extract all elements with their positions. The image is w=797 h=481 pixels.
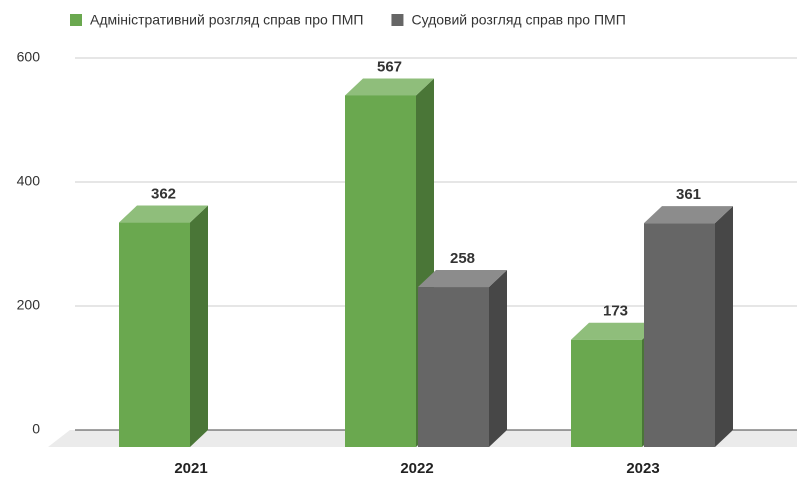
bar-front	[644, 223, 715, 447]
y-tick-label: 400	[17, 173, 41, 189]
value-label: 362	[151, 186, 176, 203]
y-tick-label: 600	[17, 49, 41, 65]
bar-front	[571, 339, 642, 447]
bar-top	[345, 78, 434, 96]
legend-swatch	[70, 14, 82, 26]
x-tick-label: 2023	[626, 460, 659, 477]
bar-side	[715, 206, 733, 447]
bar-top	[644, 206, 733, 224]
legend-swatch	[391, 14, 404, 26]
value-label: 173	[603, 303, 628, 320]
bar	[119, 205, 208, 447]
bar-top	[571, 322, 660, 340]
value-label: 361	[676, 186, 701, 203]
value-label: 567	[377, 58, 402, 75]
x-tick-label: 2022	[400, 460, 433, 477]
y-tick-label: 200	[17, 297, 41, 313]
bar-side	[190, 205, 208, 447]
bar-front	[345, 95, 416, 448]
bar	[418, 270, 507, 447]
bar-side	[489, 270, 507, 447]
legend-label: Адміністративний розгляд справ про ПМП	[90, 12, 363, 28]
value-label: 258	[450, 250, 475, 267]
bar-top	[119, 205, 208, 223]
bar	[644, 206, 733, 447]
bar-front	[418, 287, 489, 447]
legend-label: Судовий розгляд справ про ПМП	[411, 12, 625, 28]
bar-front	[119, 222, 190, 447]
x-tick-label: 2021	[174, 460, 207, 477]
bar-top	[418, 270, 507, 288]
y-tick-label: 0	[32, 421, 40, 437]
